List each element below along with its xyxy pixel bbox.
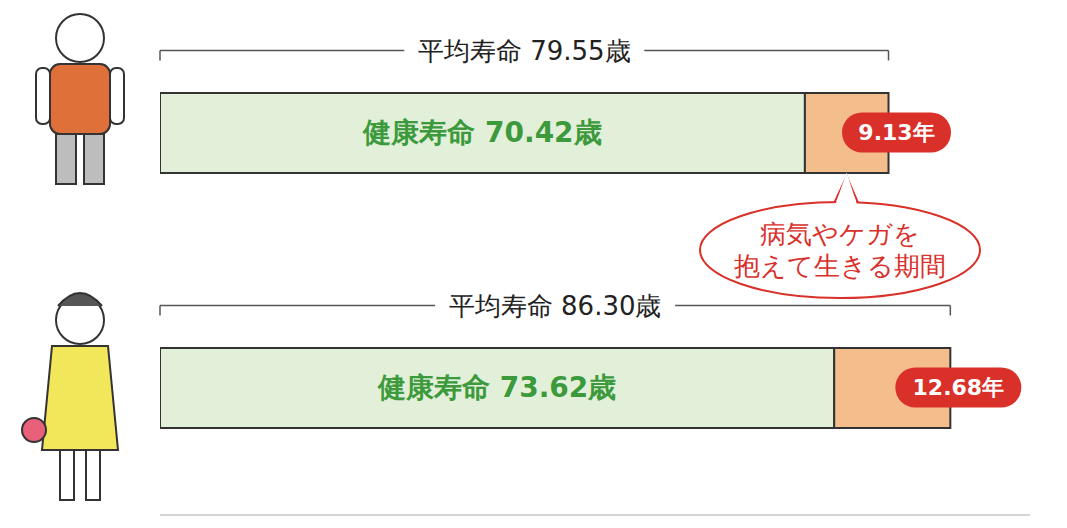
svg-text:健康寿命 73.62歳: 健康寿命 73.62歳 <box>377 371 616 404</box>
svg-text:平均寿命 86.30歳: 平均寿命 86.30歳 <box>449 291 662 321</box>
svg-text:平均寿命 79.55歳: 平均寿命 79.55歳 <box>418 36 631 66</box>
svg-text:病気やケガを: 病気やケガを <box>760 219 920 249</box>
svg-text:12.68年: 12.68年 <box>913 375 1005 400</box>
svg-text:9.13年: 9.13年 <box>858 120 934 145</box>
svg-text:健康寿命 70.42歳: 健康寿命 70.42歳 <box>362 116 601 149</box>
svg-text:抱えて生きる期間: 抱えて生きる期間 <box>734 251 946 281</box>
